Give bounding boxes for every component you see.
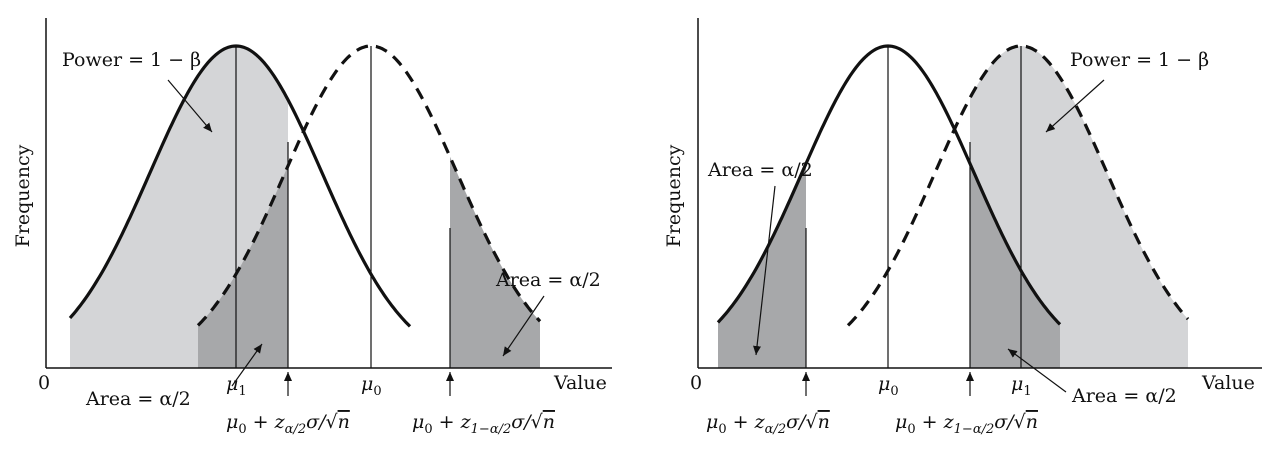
area-arrow-upper-tail <box>502 295 545 357</box>
mu1-tick-label: μ1 <box>1011 373 1032 399</box>
area-arrow-lower-tail <box>753 185 776 356</box>
area-label-lower-tail: Area = α/2 <box>707 159 813 181</box>
critical-value-label-lower: μ0 + zα/2σ/√n <box>706 411 830 437</box>
null-distribution-curve <box>716 44 1062 326</box>
power-arrow <box>167 79 213 133</box>
critical-value-label-upper: μ0 + z1−α/2σ/√n <box>412 411 555 437</box>
y-axis-label: Frequency <box>663 144 685 247</box>
mu1-tick-label: μ1 <box>226 373 247 399</box>
x-axis-label: Value <box>1201 372 1255 394</box>
power-arrow <box>1045 79 1105 133</box>
x-axis-label: Value <box>553 372 607 394</box>
null-distribution-curve <box>196 44 542 327</box>
left-panel: Frequency 0 Value Power = 1 − β Area = α… <box>12 18 612 437</box>
alternative-distribution-curve <box>846 44 1190 327</box>
area-label-lower-tail: Area = α/2 <box>85 388 191 410</box>
critical-value-label-upper: μ0 + z1−α/2σ/√n <box>895 411 1038 437</box>
area-arrow-upper-tail <box>1007 348 1067 393</box>
mu0-tick-label: μ0 <box>878 373 899 399</box>
y-axis-label: Frequency <box>12 144 34 247</box>
origin-label: 0 <box>38 372 50 394</box>
critical-value-label-lower: μ0 + zα/2σ/√n <box>226 411 350 437</box>
power-label: Power = 1 − β <box>62 49 201 71</box>
alternative-distribution-curve <box>68 44 412 328</box>
area-label-upper-tail: Area = α/2 <box>495 269 601 291</box>
origin-label: 0 <box>690 372 702 394</box>
mu0-tick-label: μ0 <box>361 373 382 399</box>
area-arrow-lower-tail <box>231 343 263 387</box>
alpha-tail-region-upper <box>450 156 540 368</box>
power-label: Power = 1 − β <box>1070 49 1209 71</box>
area-label-upper-tail: Area = α/2 <box>1071 385 1177 407</box>
right-panel: Frequency 0 Value Power = 1 − β Area = α… <box>663 18 1262 437</box>
